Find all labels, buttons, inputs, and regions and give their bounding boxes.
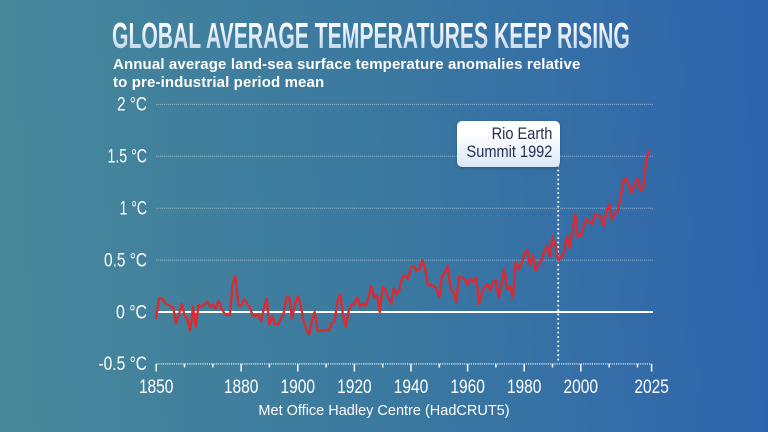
svg-text:0 °C: 0 °C (116, 302, 147, 323)
svg-text:1980: 1980 (507, 377, 542, 398)
svg-text:-0.5 °C: -0.5 °C (99, 354, 148, 375)
svg-text:2025: 2025 (634, 377, 669, 398)
svg-text:2000: 2000 (564, 377, 599, 398)
svg-text:1880: 1880 (224, 377, 259, 398)
svg-text:2 °C: 2 °C (117, 95, 147, 116)
svg-text:1900: 1900 (281, 377, 316, 398)
svg-text:0.5 °C: 0.5 °C (104, 250, 147, 271)
svg-text:1960: 1960 (450, 377, 485, 398)
svg-text:1940: 1940 (394, 377, 429, 398)
svg-text:1.5 °C: 1.5 °C (108, 147, 148, 168)
svg-text:1850: 1850 (139, 377, 174, 398)
svg-text:1920: 1920 (337, 377, 372, 398)
svg-text:1 °C: 1 °C (120, 199, 148, 220)
